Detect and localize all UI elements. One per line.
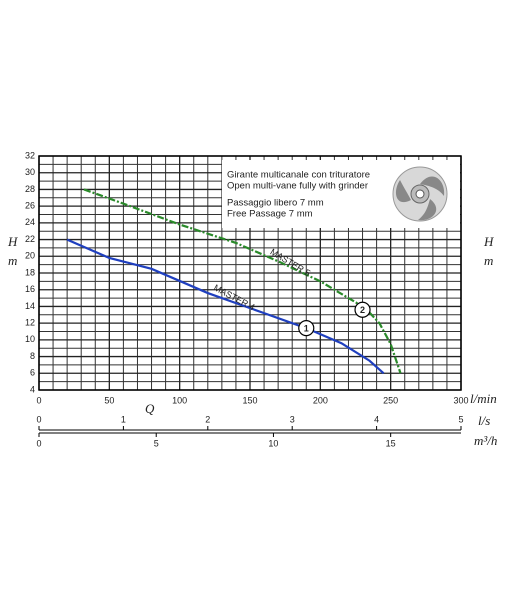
x2-tick-label: 0 [36,414,41,424]
x2-unit: l/s [478,413,490,428]
series-line [66,238,385,375]
y-tick-label: 6 [30,368,35,378]
y-tick-label: 22 [25,234,35,244]
x3-tick-label: 0 [36,438,41,448]
x2-tick-label: 2 [205,414,210,424]
x3-tick-label: 10 [268,438,278,448]
y-tick-label: 30 [25,167,35,177]
operating-point [354,301,371,318]
y-label: H [7,234,18,249]
x3-tick-label: 5 [154,438,159,448]
y-tick-label: 12 [25,318,35,328]
y-tick-label: 4 [30,384,35,394]
x2-tick-label: 5 [458,414,463,424]
info-text: Passaggio libero 7 mm [227,198,324,209]
x-tick-label: 150 [242,395,257,405]
x-tick-label: 0 [36,395,41,405]
operating-point-label: 2 [360,305,365,315]
y-tick-label: 32 [25,150,35,160]
x-tick-label: 100 [172,395,187,405]
y-tick-label: 16 [25,284,35,294]
y-label-right: H [483,234,494,249]
y-unit: m [8,253,17,268]
plot-border [38,155,462,391]
y-tick-label: 14 [25,301,35,311]
x2-tick-label: 1 [121,414,126,424]
info-text: Girante multicanale con trituratore [227,170,370,181]
x-tick-label: 200 [313,395,328,405]
y-tick-label: 18 [25,267,35,277]
x2-tick-label: 3 [290,414,295,424]
x-label: Q [145,401,155,416]
y-tick-label: 10 [25,334,35,344]
y-tick-label: 20 [25,251,35,261]
series-line [83,188,402,374]
x-unit: l/min [470,391,497,406]
y-tick-label: 24 [25,217,35,227]
operating-point [298,320,315,337]
impeller-icon [392,166,448,222]
y-tick-label: 8 [30,351,35,361]
info-text: Free Passage 7 mm [227,209,313,220]
y-unit-right: m [484,253,493,268]
operating-point-label: 1 [304,324,309,334]
x-tick-label: 300 [453,395,468,405]
x-tick-label: 250 [383,395,398,405]
x2-tick-label: 4 [374,414,379,424]
y-tick-label: 26 [25,201,35,211]
x-tick-label: 50 [104,395,114,405]
x3-tick-label: 15 [386,438,396,448]
info-text: Open multi-vane fully with grinder [227,181,368,192]
y-tick-label: 28 [25,184,35,194]
x3-unit: m³/h [474,433,497,448]
